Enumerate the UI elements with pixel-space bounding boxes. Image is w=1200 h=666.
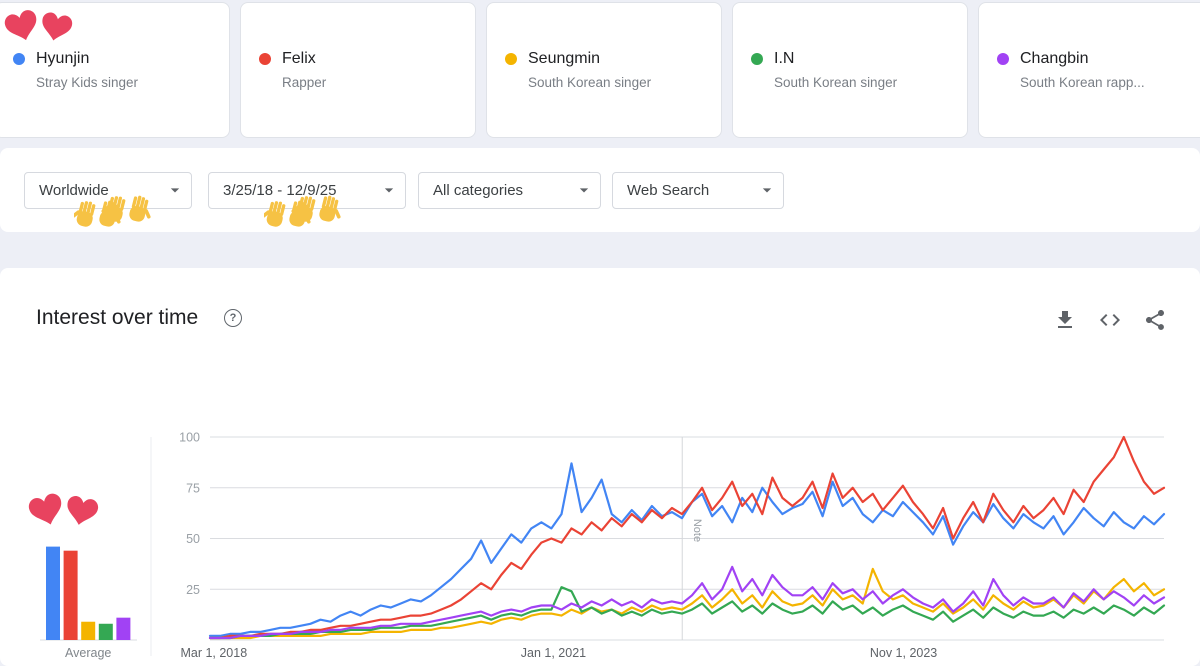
term-card-in[interactable]: I.N South Korean singer: [732, 2, 968, 138]
term-card-seungmin[interactable]: Seungmin South Korean singer: [486, 2, 722, 138]
filter-bar: Worldwide 3/25/18 - 12/9/25 All categori…: [0, 148, 1200, 232]
chevron-down-icon: [762, 188, 772, 193]
term-description: Rapper: [282, 75, 327, 90]
average-label: Average: [65, 646, 111, 660]
term-color-dot: [13, 53, 25, 65]
share-icon[interactable]: [1143, 308, 1167, 332]
search-type-dropdown-label: Web Search: [627, 181, 710, 199]
term-name: I.N: [774, 50, 795, 67]
x-axis-label: Mar 1, 2018: [180, 646, 247, 660]
term-description: South Korean singer: [528, 75, 652, 90]
term-card-changbin[interactable]: Changbin South Korean rapp...: [978, 2, 1200, 138]
term-color-dot: [259, 53, 271, 65]
y-axis-label: 50: [186, 532, 200, 546]
term-color-dot: [505, 53, 517, 65]
term-color-dot: [751, 53, 763, 65]
term-name: Hyunjin: [36, 50, 90, 67]
search-type-dropdown[interactable]: Web Search: [612, 171, 784, 209]
y-axis-label: 75: [186, 481, 200, 495]
help-icon[interactable]: ?: [224, 309, 242, 327]
region-dropdown-label: Worldwide: [39, 181, 109, 199]
average-bar-seungmin: [81, 621, 96, 640]
term-name: Seungmin: [528, 50, 601, 67]
chevron-down-icon: [384, 188, 394, 193]
trend-line-i-n: [208, 586, 1166, 640]
embed-icon[interactable]: [1098, 308, 1122, 332]
chevron-down-icon: [170, 188, 180, 193]
category-dropdown[interactable]: All categories: [418, 171, 601, 209]
term-name: Changbin: [1020, 50, 1089, 67]
trend-line-seungmin: [208, 567, 1166, 640]
term-card-felix[interactable]: Felix Rapper: [240, 2, 476, 138]
y-axis-label: 25: [186, 583, 200, 597]
region-dropdown[interactable]: Worldwide: [24, 171, 192, 209]
average-bar-hyunjin: [46, 546, 60, 640]
panel-actions: [1053, 308, 1167, 332]
trend-chart[interactable]: 100 75 50 25 Note Mar 1, 2018 Jan 1, 2021 Nov 1…: [0, 268, 1200, 666]
note-label: Note: [691, 519, 703, 542]
average-bar-i-n: [98, 623, 113, 640]
trend-line-changbin: [208, 565, 1166, 640]
average-bar-felix: [63, 550, 78, 640]
panel-title: Interest over time: [36, 306, 199, 329]
term-card-hyunjin[interactable]: Hyunjin Stray Kids singer: [0, 2, 230, 138]
term-name: Felix: [282, 50, 316, 67]
time-range-dropdown-label: 3/25/18 - 12/9/25: [223, 181, 337, 199]
average-bar-changbin: [116, 617, 131, 640]
x-axis-label: Jan 1, 2021: [521, 646, 586, 660]
term-description: South Korean singer: [774, 75, 898, 90]
term-description: Stray Kids singer: [36, 75, 139, 90]
term-description: South Korean rapp...: [1020, 75, 1145, 90]
term-color-dot: [997, 53, 1009, 65]
category-dropdown-label: All categories: [433, 181, 524, 199]
comparison-cards: Hyunjin Stray Kids singer Felix Rapper S…: [0, 2, 1200, 138]
trend-line-hyunjin: [208, 462, 1166, 637]
interest-over-time-panel: Interest over time ? 100 75 50 25 Note Mar 1,…: [0, 268, 1200, 666]
time-range-dropdown[interactable]: 3/25/18 - 12/9/25: [208, 171, 406, 209]
trend-line-felix: [208, 435, 1166, 640]
y-axis-label: 100: [179, 431, 200, 445]
chevron-down-icon: [579, 188, 589, 193]
download-icon[interactable]: [1053, 308, 1077, 332]
x-axis-label: Nov 1, 2023: [870, 646, 937, 660]
